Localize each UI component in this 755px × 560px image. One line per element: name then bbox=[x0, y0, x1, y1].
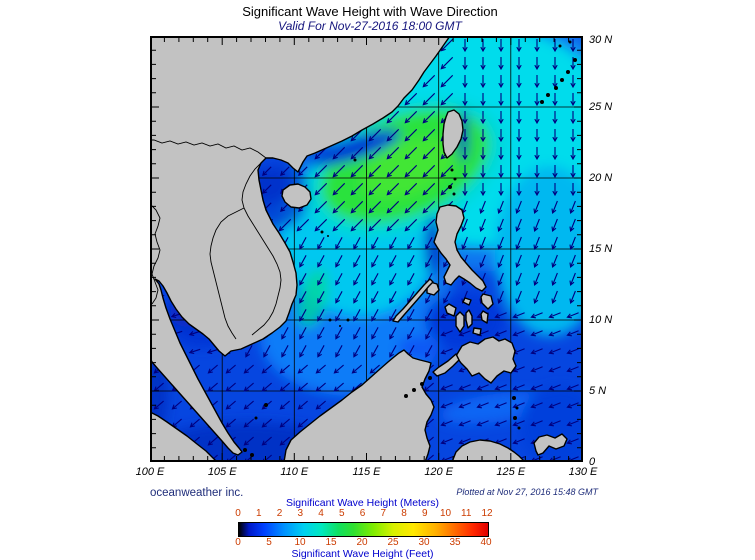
axis-ticks bbox=[152, 38, 581, 460]
feet-tick: 30 bbox=[418, 537, 430, 548]
lat-label: 0 bbox=[589, 456, 596, 468]
landmass-zamboanga bbox=[432, 353, 460, 377]
map-frame bbox=[150, 36, 583, 462]
meters-tick: 0 bbox=[235, 508, 241, 519]
colorbar bbox=[238, 522, 489, 537]
meters-tick: 11 bbox=[461, 508, 472, 519]
landmass-luzon bbox=[433, 204, 487, 292]
landmass-asia-mainland bbox=[149, 35, 451, 456]
meters-tick: 3 bbox=[297, 508, 304, 519]
country-borders bbox=[149, 139, 282, 340]
landmass-negros bbox=[455, 311, 465, 333]
landmass-palawan bbox=[392, 278, 434, 323]
feet-tick: 5 bbox=[266, 537, 272, 548]
meters-tick: 12 bbox=[481, 508, 493, 519]
landmass-mindanao bbox=[455, 336, 517, 384]
feet-tick: 20 bbox=[356, 537, 368, 548]
lat-label: 20 N bbox=[589, 172, 613, 184]
meters-tick: 1 bbox=[255, 508, 262, 519]
meters-tick: 5 bbox=[338, 508, 345, 519]
feet-tick: 40 bbox=[480, 537, 492, 548]
credit-text: oceanweather inc. bbox=[150, 487, 244, 499]
meters-tick: 6 bbox=[359, 508, 366, 519]
meters-tick: 10 bbox=[439, 508, 452, 519]
lon-label: 110 E bbox=[280, 466, 309, 478]
feet-tick: 25 bbox=[387, 537, 399, 548]
landmass-leyte bbox=[480, 310, 489, 324]
wave-map bbox=[144, 11, 645, 474]
plotted-timestamp: Plotted at Nov 27, 2016 15:48 GMT bbox=[456, 487, 598, 497]
lat-label: 30 N bbox=[589, 34, 613, 46]
lat-label: 15 N bbox=[589, 243, 613, 255]
meters-tick: 9 bbox=[421, 508, 428, 519]
feet-tick: 15 bbox=[325, 537, 337, 548]
lon-label: 100 E bbox=[135, 466, 165, 478]
lat-label: 10 N bbox=[589, 314, 613, 326]
feet-tick: 0 bbox=[235, 537, 241, 548]
lon-label: 125 E bbox=[496, 466, 526, 478]
lat-label: 5 N bbox=[589, 385, 607, 397]
colorbar-title-feet: Significant Wave Height (Feet) bbox=[291, 548, 434, 560]
chart-title: Significant Wave Height with Wave Direct… bbox=[242, 4, 498, 19]
landmass-halmahera bbox=[533, 433, 568, 456]
chart-subtitle: Valid For Nov-27-2016 18:00 GMT bbox=[278, 19, 462, 33]
lon-label: 120 E bbox=[424, 466, 454, 478]
lon-label: 130 E bbox=[568, 466, 598, 478]
meters-tick: 4 bbox=[318, 508, 324, 519]
feet-tick: 35 bbox=[449, 537, 461, 548]
lon-label: 105 E bbox=[207, 466, 237, 478]
landmass-taiwan bbox=[442, 109, 464, 159]
landmass-cebu bbox=[465, 309, 473, 329]
meters-tick: 7 bbox=[380, 508, 387, 519]
meters-tick: 8 bbox=[401, 508, 407, 519]
landmass-samar bbox=[480, 293, 494, 310]
landmass-masbate bbox=[462, 297, 472, 306]
landmass-bohol bbox=[472, 327, 482, 336]
lon-label: 115 E bbox=[352, 466, 381, 478]
landmass-borneo bbox=[283, 349, 435, 463]
small-islands bbox=[243, 40, 577, 457]
lat-label: 25 N bbox=[589, 101, 613, 113]
landmass-hainan bbox=[281, 183, 312, 209]
feet-tick: 10 bbox=[294, 537, 306, 548]
landmass-panay bbox=[444, 303, 457, 317]
meters-tick: 2 bbox=[276, 508, 283, 519]
colorbar-title-meters: Significant Wave Height (Meters) bbox=[285, 497, 440, 509]
landmasses bbox=[149, 35, 568, 463]
